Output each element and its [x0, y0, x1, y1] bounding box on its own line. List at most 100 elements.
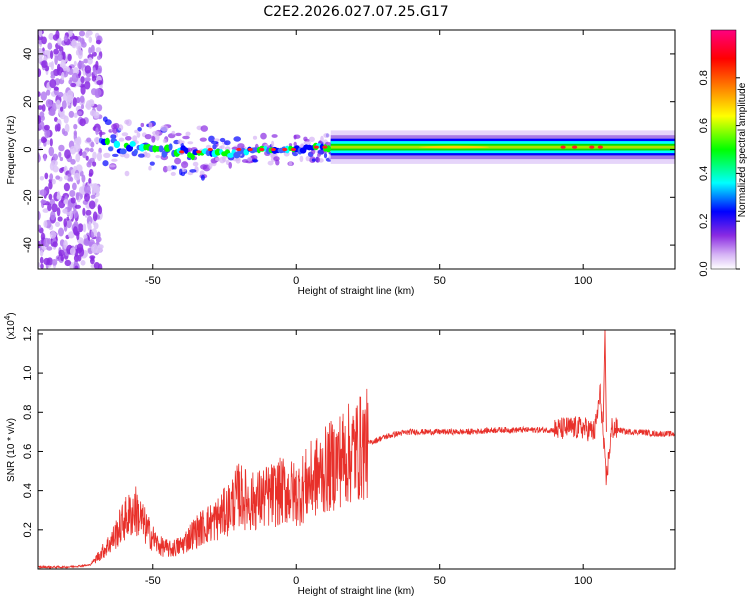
steady-band-5 [330, 145, 675, 149]
noise-patch [66, 97, 71, 106]
noise-patch [68, 110, 75, 118]
spectral-blob [288, 143, 293, 147]
spectral-blob [200, 164, 208, 170]
noise-patch [50, 71, 54, 76]
hot-spot [322, 145, 328, 149]
noise-patch [94, 198, 99, 203]
spectral-blob [211, 141, 219, 145]
noise-patch [38, 138, 42, 144]
spectral-blob [252, 135, 258, 140]
noise-patch [87, 159, 92, 165]
noise-patch [69, 177, 74, 182]
spectral-blob [113, 122, 120, 129]
noise-patch [45, 89, 51, 96]
noise-patch [86, 137, 92, 143]
hot-spot [597, 145, 604, 149]
noise-patch [48, 109, 56, 116]
spectral-blob [174, 157, 182, 165]
spectral-blob [171, 130, 176, 135]
colorbar-tick-label: 0.2 [698, 214, 710, 229]
snr-series [38, 330, 675, 569]
noise-patch [43, 50, 50, 55]
noise-patch [73, 60, 77, 67]
noise-patch [51, 159, 58, 167]
noise-patch [38, 91, 41, 97]
noise-patch [78, 30, 86, 37]
hot-spot [313, 145, 319, 149]
ridge-blob [168, 143, 173, 151]
hot-spot [560, 145, 566, 149]
noise-patch [99, 84, 103, 89]
noise-patch [96, 237, 100, 245]
noise-patch [63, 239, 68, 250]
spectral-blob [311, 158, 316, 162]
spectrogram-heatmap [38, 30, 675, 269]
snr-x-axis-label: Height of straight line (km) [298, 586, 415, 597]
noise-patch [42, 137, 48, 143]
hot-spot [247, 147, 253, 152]
noise-patch [90, 194, 96, 199]
noise-patch [58, 227, 64, 237]
spectral-blob [166, 165, 173, 172]
noise-patch [51, 102, 57, 113]
noise-patch [83, 58, 89, 64]
noise-patch [55, 99, 61, 110]
noise-patch [38, 142, 41, 147]
noise-patch [52, 241, 58, 248]
spectral-blob [125, 119, 132, 127]
spectral-blob [200, 174, 205, 181]
noise-patch [40, 199, 47, 204]
spectral-blob [323, 133, 330, 138]
noise-patch [93, 185, 99, 192]
spectral-blob [213, 138, 220, 142]
noise-patch [50, 50, 54, 60]
noise-patch [58, 249, 65, 257]
noise-patch [84, 80, 91, 90]
spectral-blob [270, 154, 275, 158]
spectral-blob [260, 132, 267, 140]
noise-patch [57, 63, 61, 72]
noise-patch [75, 97, 81, 103]
noise-patch [88, 200, 96, 210]
noise-patch [96, 231, 101, 239]
noise-patch [97, 204, 101, 211]
noise-patch [92, 211, 98, 222]
spectrogram-y-axis-label: Frequency (Hz) [6, 116, 17, 185]
ridge-blob [158, 145, 164, 153]
y-tick-label: 40 [22, 48, 34, 60]
noise-patch [88, 36, 93, 43]
noise-patch [79, 95, 85, 103]
y-tick-label: -40 [22, 237, 34, 253]
band-hotspot [419, 145, 490, 149]
hot-spot [282, 147, 288, 152]
noise-patch [38, 210, 41, 221]
noise-patch [97, 244, 103, 253]
noise-patch [59, 156, 64, 162]
spectral-blob [187, 141, 194, 145]
spectral-blob [112, 127, 118, 134]
noise-patch [93, 222, 99, 230]
noise-patch [40, 263, 44, 269]
noise-patch [49, 173, 54, 181]
spectral-blob [162, 138, 167, 144]
spectral-blob [148, 165, 152, 171]
noise-patch [51, 203, 58, 213]
spectral-blob [123, 153, 130, 159]
ridge-blob [108, 146, 114, 152]
ridge-blob [133, 149, 138, 155]
noise-patch [73, 112, 78, 118]
y-tick-label: 20 [22, 96, 34, 108]
spectral-blob [137, 153, 145, 158]
y-tick-label: 0.6 [22, 444, 34, 459]
spectral-blob [275, 159, 280, 166]
noise-patch [90, 141, 95, 148]
noise-patch [38, 68, 42, 77]
spectral-blob [137, 127, 142, 132]
hot-spot [178, 150, 185, 154]
noise-patch [55, 175, 61, 180]
noise-patch [95, 39, 102, 45]
noise-patch [52, 153, 58, 161]
noise-patch [64, 123, 70, 133]
spectral-blob [112, 153, 119, 157]
